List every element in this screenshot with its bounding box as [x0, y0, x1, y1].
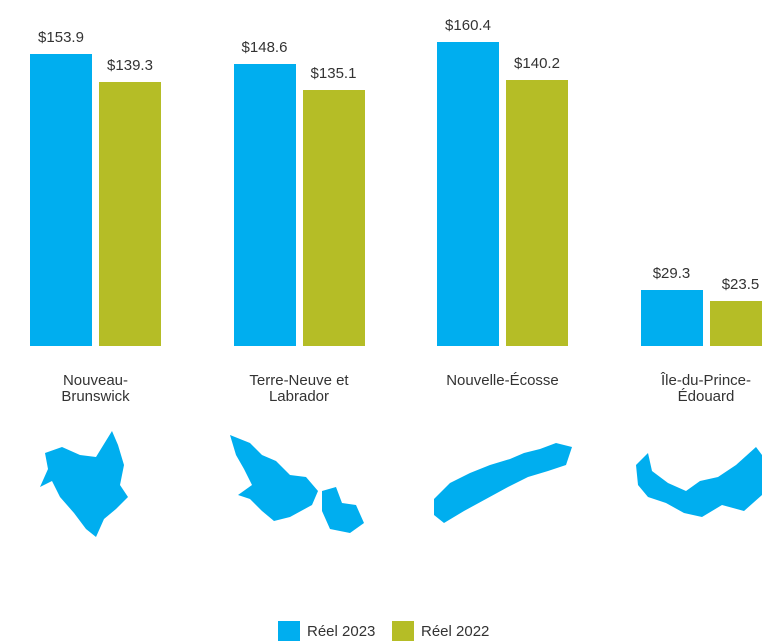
value-label: $135.1: [310, 64, 357, 82]
bar: [302, 89, 365, 346]
map-nouveau-brunswick: [40, 431, 128, 537]
legend-item: Réel 2023: [278, 621, 375, 641]
legend-label: Réel 2023: [307, 622, 376, 640]
legend-label: Réel 2022: [421, 622, 490, 640]
bar: [30, 54, 92, 346]
value-label: $153.9: [38, 29, 84, 47]
bar: [233, 64, 296, 346]
value-label: $23.5: [721, 276, 760, 294]
bar: [506, 80, 568, 346]
map-nouvelle-ecosse: [434, 443, 572, 523]
bar: [640, 290, 703, 346]
value-label: $29.3: [652, 265, 691, 283]
value-label: $139.3: [107, 56, 153, 74]
category-label: Nouveau-Brunswick: [61, 372, 130, 405]
legend-swatch: [392, 621, 414, 641]
category-label: Terre-Neuve et Labrador: [249, 372, 349, 405]
legend-item: Réel 2022: [392, 621, 489, 641]
category-label: Île-du-Prince-Édouard: [660, 372, 752, 405]
bar: [709, 301, 762, 346]
category-label: Nouvelle-Écosse: [446, 372, 559, 389]
value-label: $140.2: [514, 55, 560, 73]
map-ile-du-prince-edouard: [636, 447, 762, 517]
value-label: $160.4: [445, 17, 491, 34]
bar: [99, 81, 161, 346]
province-maps: [40, 431, 762, 537]
value-label: $148.6: [241, 39, 288, 57]
map-terre-neuve: [230, 435, 364, 533]
bar: [437, 42, 499, 346]
legend-swatch: [278, 621, 300, 641]
